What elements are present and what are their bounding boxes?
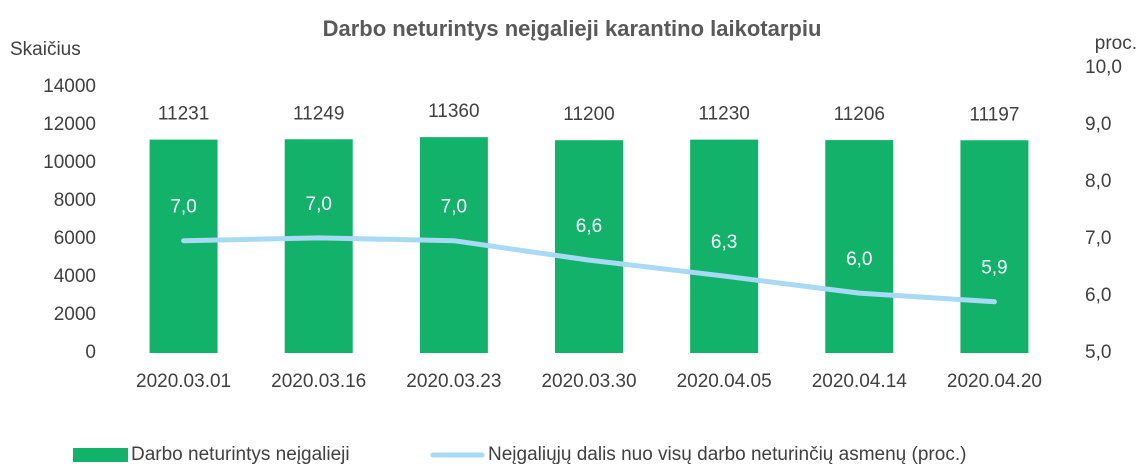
y-tick-label: 14000 — [43, 76, 96, 97]
x-tick-label: 2020.04.05 — [677, 371, 772, 392]
bar — [960, 140, 1029, 353]
bar-value-label: 11206 — [834, 104, 885, 125]
y2-tick-label: 7,0 — [1085, 228, 1111, 249]
bar — [825, 140, 894, 353]
y2-tick-label: 10,0 — [1085, 57, 1122, 78]
line-value-label: 7,0 — [170, 197, 196, 218]
x-tick-label: 2020.04.14 — [812, 371, 908, 392]
y-axis-label: Skaičius — [10, 39, 81, 60]
bar — [690, 139, 759, 353]
legend-swatch — [73, 448, 128, 462]
y-tick-label: 6000 — [54, 228, 96, 249]
x-tick-label: 2020.04.20 — [947, 371, 1042, 392]
line — [181, 235, 997, 305]
bar-value-label: 11231 — [158, 104, 209, 125]
legend-label: Darbo neturintys neįgalieji — [131, 444, 350, 465]
bar — [284, 139, 353, 353]
y2-tick-label: 9,0 — [1085, 114, 1111, 135]
line-value-label: 6,6 — [576, 216, 602, 237]
chart-title: Darbo neturintys neįgalieji karantino la… — [323, 16, 822, 41]
x-tick-label: 2020.03.30 — [541, 371, 636, 392]
y-tick-label: 0 — [85, 342, 96, 363]
y2-axis-label: proc. — [1095, 33, 1137, 54]
y2-tick-label: 6,0 — [1085, 285, 1111, 306]
y-tick-label: 10000 — [43, 152, 96, 173]
bar-value-label: 11197 — [969, 104, 1019, 125]
line-value-label: 7,0 — [441, 197, 467, 218]
bar — [555, 140, 623, 353]
bar — [149, 139, 218, 353]
x-tick-label: 2020.03.16 — [271, 371, 366, 392]
line-value-label: 5,9 — [981, 258, 1007, 279]
y-tick-label: 4000 — [54, 266, 96, 287]
x-tick-label: 2020.03.01 — [136, 371, 231, 392]
legend-label: Neįgaliųjų dalis nuo visų darbo neturinč… — [488, 444, 966, 465]
y-tick-label: 8000 — [54, 190, 96, 211]
bar-value-label: 11360 — [428, 101, 479, 122]
line-value-label: 6,3 — [711, 232, 737, 253]
line-value-label: 7,0 — [306, 194, 332, 215]
bar-value-label: 11200 — [563, 104, 614, 125]
y2-tick-label: 8,0 — [1085, 171, 1111, 192]
y2-tick-label: 5,0 — [1085, 342, 1111, 363]
line-value-label: 6,0 — [846, 249, 872, 270]
bar-value-label: 11230 — [698, 104, 749, 125]
y-tick-label: 2000 — [54, 304, 96, 325]
x-tick-label: 2020.03.23 — [406, 371, 501, 392]
bar-value-label: 11249 — [293, 103, 344, 124]
y-tick-label: 12000 — [43, 114, 96, 135]
